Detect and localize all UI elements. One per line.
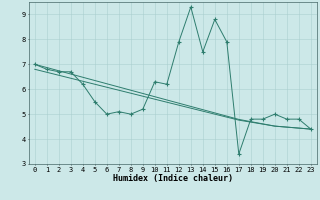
X-axis label: Humidex (Indice chaleur): Humidex (Indice chaleur) <box>113 174 233 183</box>
